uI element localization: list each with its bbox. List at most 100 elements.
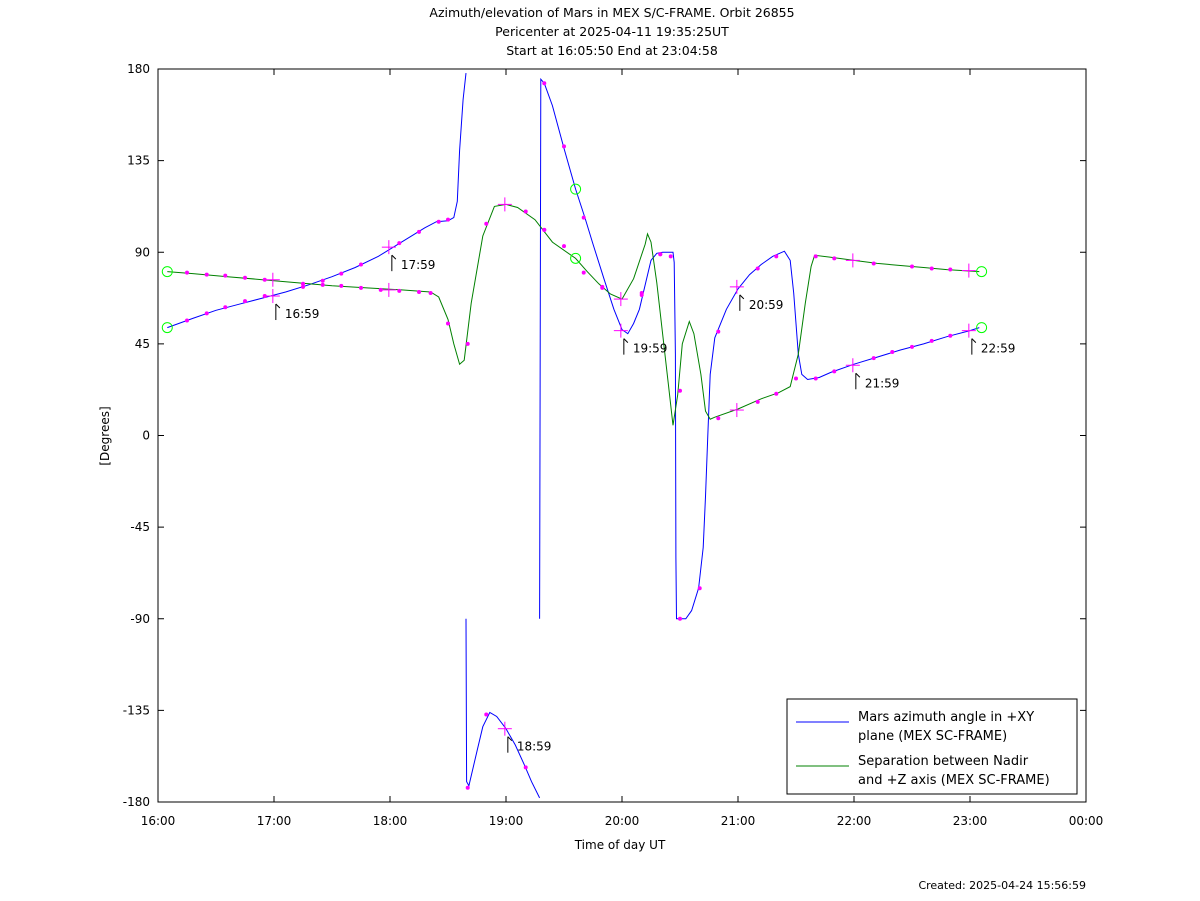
sample-dot-marker [262, 294, 267, 299]
sample-dot-marker [523, 209, 528, 214]
legend-label-azimuth-2: plane (MEX SC-FRAME) [858, 729, 1007, 744]
azimuth-series-line [465, 618, 541, 799]
plot-area-frame [157, 68, 1087, 803]
hour-pointer-head [391, 254, 397, 260]
title-line-1: Azimuth/elevation of Mars in MEX S/C-FRA… [429, 5, 794, 20]
sample-dot-marker [871, 261, 876, 266]
sample-dot-marker [716, 416, 721, 421]
sample-dot-marker [484, 712, 489, 717]
x-tick-label: 21:00 [721, 814, 756, 828]
sample-dot-marker [581, 270, 586, 275]
hour-pointer-head [507, 736, 513, 742]
sample-dot-marker [542, 227, 547, 232]
hour-marker-label: 16:59 [285, 307, 320, 321]
x-tick-label: 20:00 [605, 814, 640, 828]
sample-dot-marker [929, 338, 934, 343]
endpoint-circle-marker [976, 322, 988, 334]
hour-pointer-head [275, 303, 281, 309]
y-tick-label: 180 [127, 62, 150, 76]
hour-marker-label: 18:59 [517, 740, 552, 754]
sample-dot-marker [223, 305, 228, 310]
y-tick-label: 90 [135, 245, 150, 259]
x-axis: 16:00 17:00 18:00 19:00 20:00 21:00 22:00 23:00… [141, 69, 1104, 828]
y-tick-label: -135 [123, 703, 150, 717]
sample-dot-marker [658, 252, 663, 257]
sample-dot-marker [794, 376, 798, 381]
sample-dot-marker [890, 350, 895, 355]
sample-dot-marker [484, 221, 489, 226]
legend-box [786, 698, 1078, 795]
title-line-2: Pericenter at 2025-04-11 19:35:25UT [495, 24, 729, 39]
sample-dot-marker [397, 241, 402, 246]
sample-dot-marker [523, 765, 528, 770]
x-tick-label: 23:00 [953, 814, 988, 828]
sample-dot-marker [813, 376, 818, 381]
sample-dot-marker [397, 288, 402, 293]
x-tick-label: 22:00 [837, 814, 872, 828]
hour-pointer-head [971, 338, 977, 343]
sample-dot-marker [243, 275, 247, 280]
created-timestamp: Created: 2025-04-24 15:56:59 [918, 879, 1086, 892]
endpoint-circle-marker [976, 266, 988, 278]
y-tick-label: 135 [127, 154, 150, 168]
sample-dot-marker [339, 283, 344, 288]
hour-marker-label: 22:59 [981, 342, 1016, 356]
x-tick-label: 00:00 [1069, 814, 1104, 828]
sample-dot-marker [262, 277, 267, 282]
sample-dot-marker [948, 267, 953, 272]
endpoint-circle-marker [161, 266, 173, 278]
sample-dot-marker [204, 272, 209, 277]
y-axis: 180 135 90 45 0 -45 -90 -135 -180 [123, 62, 1086, 809]
legend-label-separation-2: and +Z axis (MEX SC-FRAME) [858, 773, 1050, 788]
sample-dot-marker [339, 271, 344, 276]
y-tick-label: -90 [130, 612, 150, 626]
sample-dot-marker [301, 284, 305, 289]
hour-pointer-head [739, 294, 745, 300]
x-tick-label: 18:00 [373, 814, 408, 828]
chart-title: Azimuth/elevation of Mars in MEX S/C-FRA… [429, 5, 794, 58]
endpoint-circle-marker [161, 322, 173, 334]
sample-dot-marker [320, 282, 325, 287]
sample-dot-marker [639, 293, 644, 298]
sample-dot-marker [204, 311, 209, 316]
hour-pointer-head [623, 338, 629, 343]
sample-dot-marker [562, 144, 566, 149]
sample-dot-marker [320, 278, 325, 283]
sample-dot-marker [417, 229, 421, 234]
sample-dot-marker [678, 388, 682, 393]
azimuth-series-line [539, 77, 980, 620]
sample-dot-marker [359, 285, 363, 290]
sample-dot-marker [755, 266, 760, 271]
x-axis-label: Time of day UT [574, 838, 666, 852]
sample-dot-marker [678, 616, 682, 621]
sample-dot-marker [755, 399, 760, 404]
sample-dot-marker [716, 329, 721, 334]
sample-dot-marker [465, 785, 470, 790]
sample-dot-marker [600, 284, 605, 289]
sample-dot-marker [301, 281, 305, 286]
sample-dot-marker [697, 586, 702, 591]
sample-dot-marker [832, 256, 837, 261]
sample-dot-marker [581, 215, 586, 220]
sample-dot-marker [223, 273, 228, 278]
y-tick-label: -180 [123, 795, 150, 809]
endpoint-circle-marker [570, 252, 582, 264]
sample-dot-marker [813, 254, 818, 259]
sample-dot-marker [948, 333, 953, 338]
sample-dot-marker [774, 254, 779, 259]
sample-dot-marker [668, 254, 673, 259]
hour-marker-label: 20:59 [749, 298, 784, 312]
y-tick-label: 45 [135, 337, 150, 351]
legend-label-separation-1: Separation between Nadir [858, 754, 1029, 769]
y-axis-label: [Degrees] [98, 406, 112, 465]
sample-dot-marker [562, 244, 566, 249]
sample-dot-marker [436, 219, 441, 224]
sample-dot-marker [185, 270, 189, 275]
sample-dot-marker [774, 391, 779, 396]
sample-dot-marker [871, 356, 876, 361]
sample-dot-marker [417, 289, 421, 294]
x-tick-label: 17:00 [257, 814, 292, 828]
y-tick-label: 0 [142, 429, 150, 443]
sample-dot-marker [185, 318, 189, 323]
